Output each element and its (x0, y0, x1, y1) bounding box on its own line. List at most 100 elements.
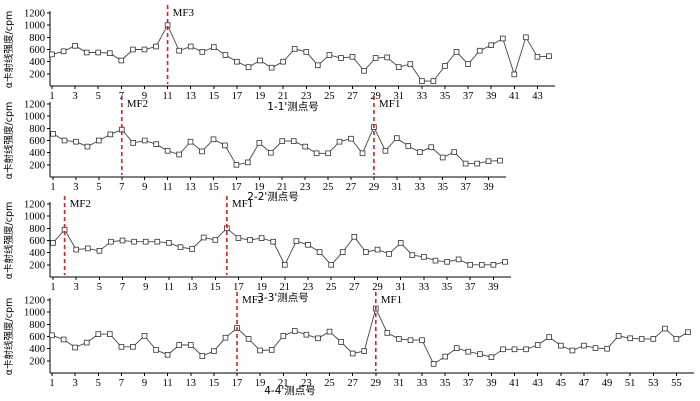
y-axis-label: α卡射线强度/cpm (3, 102, 15, 179)
x-tick-label: 15 (208, 182, 219, 193)
x-tick-label: 31 (394, 378, 405, 389)
data-point (336, 138, 343, 145)
data-point (581, 342, 587, 349)
data-point (199, 148, 205, 155)
y-tick-label: 600 (29, 332, 45, 343)
data-point (176, 151, 182, 158)
data-point (374, 246, 381, 253)
data-point (478, 261, 485, 268)
data-point (303, 331, 310, 338)
data-point (119, 237, 126, 244)
data-point (405, 143, 412, 149)
data-point (432, 257, 439, 264)
data-point (558, 342, 564, 349)
x-tick-label: 11 (163, 378, 173, 389)
data-point (315, 335, 321, 342)
data-point (477, 351, 483, 357)
data-point (118, 343, 125, 350)
data-point (130, 46, 136, 53)
data-point (393, 135, 400, 141)
data-point (462, 160, 469, 167)
data-point (490, 261, 497, 268)
data-point (222, 52, 229, 58)
x-tick-label: 19 (255, 378, 266, 389)
data-point (222, 142, 228, 149)
x-tick-label: 55 (671, 378, 682, 389)
fault-label-mf1: MF1 (381, 294, 402, 306)
data-point (290, 138, 297, 144)
y-tick-label: 1000 (24, 21, 45, 32)
x-tick-label: 13 (185, 91, 196, 102)
y-tick-label: 800 (29, 33, 45, 44)
y-tick-label: 1200 (24, 100, 45, 111)
data-point (291, 328, 298, 334)
x-tick-label: 37 (463, 91, 474, 102)
data-point (61, 137, 68, 144)
series-line (51, 24, 550, 82)
data-point (177, 244, 184, 251)
data-point (416, 149, 423, 155)
data-point (615, 333, 622, 339)
y-tick-label: 600 (29, 136, 45, 147)
data-point (84, 143, 91, 150)
data-point (222, 334, 229, 341)
data-point (83, 339, 90, 346)
x-tick-label: 43 (532, 378, 543, 389)
data-point (107, 131, 114, 138)
data-point (211, 348, 217, 354)
data-point (107, 331, 113, 337)
chart-panel-1: 2004006008001000120013579111315171921232… (3, 5, 555, 113)
data-point (291, 46, 298, 52)
data-point (199, 353, 206, 359)
x-tick-label: 5 (96, 378, 101, 389)
x-tick-label: 35 (440, 378, 451, 389)
x-tick-label: 19 (256, 282, 267, 293)
x-tick-label: 11 (163, 91, 173, 102)
data-point (627, 335, 633, 342)
data-point (397, 240, 404, 246)
fault-label-mf2: MF2 (242, 294, 263, 306)
data-point (95, 49, 102, 56)
data-point (141, 46, 148, 53)
data-point (50, 240, 56, 246)
data-point (569, 347, 576, 354)
data-point (511, 71, 518, 78)
x-tick-label: 17 (232, 378, 243, 389)
data-point (73, 138, 79, 145)
data-point (476, 47, 483, 54)
data-point (419, 337, 425, 343)
x-tick-label: 23 (303, 282, 314, 293)
data-point (592, 345, 599, 351)
y-tick-label: 800 (29, 320, 45, 331)
data-point (166, 240, 172, 246)
data-point (210, 136, 217, 143)
data-point (451, 149, 457, 155)
x-tick-label: 15 (209, 91, 220, 102)
x-tick-label: 51 (625, 378, 636, 389)
x-tick-label: 23 (301, 378, 312, 389)
data-point (189, 246, 195, 252)
x-tick-label: 3 (73, 182, 78, 193)
data-point (407, 337, 414, 343)
x-tick-label: 41 (509, 91, 520, 102)
x-tick-label: 7 (119, 182, 124, 193)
x-tick-label: 9 (143, 282, 148, 293)
data-point (130, 140, 137, 146)
data-point (419, 78, 425, 84)
data-point (256, 140, 263, 146)
x-tick-label: 19 (255, 91, 266, 102)
x-tick-label: 1 (49, 378, 54, 389)
y-tick-label: 200 (29, 69, 45, 80)
y-tick-label: 1000 (24, 308, 45, 319)
x-tick-label: 29 (372, 282, 383, 293)
data-point (523, 346, 529, 353)
data-point (107, 50, 113, 56)
data-point (130, 343, 136, 350)
data-point (200, 234, 207, 241)
x-tick-label: 41 (509, 378, 520, 389)
data-point (386, 251, 392, 257)
x-tick-label: 9 (142, 182, 147, 193)
x-tick-label: 1 (50, 182, 55, 193)
